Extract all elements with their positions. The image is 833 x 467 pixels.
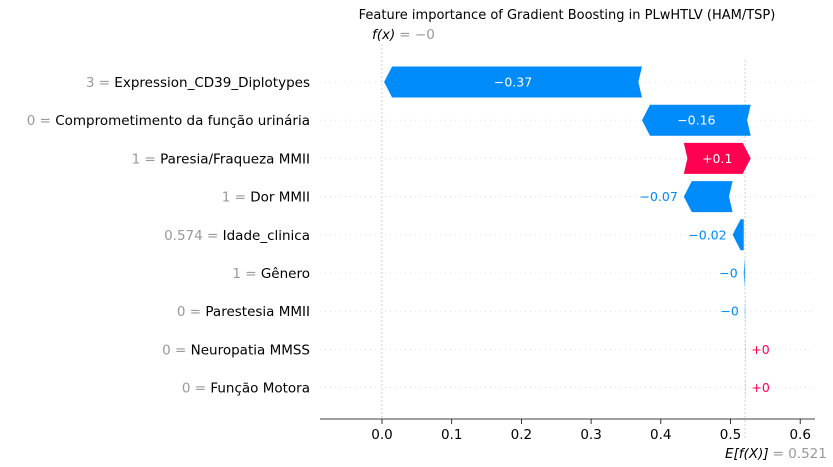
ex-value: = 0.521 (773, 446, 827, 462)
x-tick-label: 0.5 (720, 427, 741, 443)
feature-label: 1 = Gênero (232, 266, 310, 282)
x-tick-label: 0.6 (789, 427, 810, 443)
bar-value-label: −0.16 (677, 113, 715, 128)
feature-value: 0.574 = (164, 228, 223, 244)
feature-value: 3 = (86, 75, 114, 91)
feature-label: 0 = Função Motora (182, 381, 310, 397)
feature-label: 0 = Comprometimento da função urinária (27, 113, 310, 129)
fx-label: f(x) (372, 27, 395, 43)
bar-5 (743, 257, 745, 289)
x-tick-label: 0.2 (511, 427, 532, 443)
bar-value-label: −0 (720, 304, 738, 319)
feature-label: 0 = Parestesia MMII (177, 304, 310, 320)
fx-value: = −0 (399, 27, 435, 43)
feature-label: 0.574 = Idade_clinica (164, 228, 310, 244)
feature-value: 0 = (162, 342, 190, 358)
feature-name: Paresia/Fraqueza MMII (160, 151, 310, 167)
feature-name: Idade_clinica (223, 228, 310, 244)
ex-label: E[f(X)] (725, 446, 769, 462)
feature-name: Expression_CD39_Diplotypes (114, 75, 310, 91)
fx-annotation: f(x) = −0 (372, 27, 435, 43)
feature-name: Comprometimento da função urinária (55, 113, 310, 129)
x-tick-label: 0.1 (441, 427, 462, 443)
feature-name: Dor MMII (250, 190, 310, 206)
feature-name: Parestesia MMII (205, 304, 310, 320)
feature-label: 0 = Neuropatia MMSS (162, 342, 310, 358)
feature-label: 3 = Expression_CD39_Diplotypes (86, 75, 310, 91)
feature-name: Neuropatia MMSS (191, 342, 310, 358)
bar-0 (384, 66, 642, 98)
feature-value: 0 = (182, 381, 210, 397)
feature-value: 1 = (132, 151, 160, 167)
feature-name: Função Motora (210, 381, 310, 397)
plot-area: f(x) = −0 3 = Expression_CD39_Diplotypes −0… (27, 27, 827, 462)
bar-value-label: +0 (751, 380, 769, 395)
bar-1 (641, 104, 751, 136)
x-tick-label: 0.4 (650, 427, 671, 443)
feature-value: 1 = (232, 266, 260, 282)
x-tick-label: 0.0 (371, 427, 392, 443)
bar-value-label: −0.02 (688, 227, 726, 242)
bar-value-label: −0.07 (639, 189, 677, 204)
bar-3 (683, 181, 733, 213)
feature-value: 0 = (177, 304, 205, 320)
bar-value-label: +0.1 (702, 151, 732, 166)
feature-value: 0 = (27, 113, 55, 129)
bar-value-label: −0 (719, 266, 737, 281)
bar-value-label: −0.37 (494, 75, 532, 90)
feature-label: 1 = Paresia/Fraqueza MMII (132, 151, 310, 167)
chart-title: Feature importance of Gradient Boosting … (359, 8, 776, 23)
x-tick-label: 0.3 (580, 427, 601, 443)
base-value-annotation: E[f(X)] = 0.521 (725, 446, 827, 462)
feature-name: Gênero (261, 266, 310, 282)
feature-label: 1 = Dor MMII (222, 190, 310, 206)
bar-2 (683, 142, 751, 174)
feature-value: 1 = (222, 190, 250, 206)
bar-value-label: +0 (751, 342, 769, 357)
bar-4 (732, 219, 744, 251)
